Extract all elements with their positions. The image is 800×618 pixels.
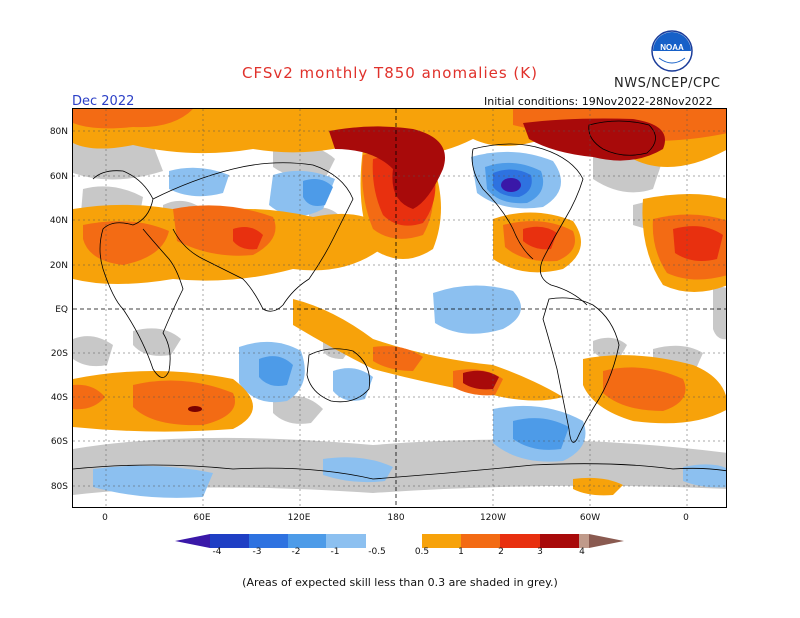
colorbar-swatch <box>579 534 589 548</box>
lat-label-20s: 20S <box>50 349 68 359</box>
colorbar-swatch <box>249 534 288 548</box>
colorbar-label: 1 <box>458 547 464 557</box>
colorbar-arrow-low <box>175 534 210 548</box>
lon-label-120e: 120E <box>287 513 311 523</box>
colorbar-label: -3 <box>252 547 262 557</box>
lon-label-0-right: 0 <box>683 513 689 523</box>
colorbar-label: 4 <box>579 547 585 557</box>
colorbar-label: 0.5 <box>414 547 430 557</box>
colorbar <box>175 534 624 548</box>
lon-label-180: 180 <box>387 513 405 523</box>
colorbar-label: -4 <box>212 547 222 557</box>
anomaly-map <box>72 108 727 508</box>
lat-label-20n: 20N <box>49 261 68 271</box>
colorbar-swatch <box>366 534 422 548</box>
colorbar-swatch <box>422 534 461 548</box>
lat-label-40n: 40N <box>49 216 68 226</box>
colorbar-swatch <box>540 534 579 548</box>
lat-label-60n: 60N <box>49 172 68 182</box>
initial-conditions: Initial conditions: 19Nov2022-28Nov2022 <box>484 95 713 108</box>
lat-label-60s: 60S <box>50 437 68 447</box>
colorbar-arrow-high <box>589 534 624 548</box>
colorbar-label: -1 <box>330 547 340 557</box>
lon-label-60e: 60E <box>193 513 211 523</box>
lat-label-80n: 80N <box>49 127 68 137</box>
lon-label-0: 0 <box>102 513 108 523</box>
map-title: CFSv2 monthly T850 anomalies (K) <box>242 64 538 82</box>
colorbar-swatch <box>500 534 540 548</box>
agency-label: NWS/NCEP/CPC <box>614 76 721 91</box>
lat-label-eq: EQ <box>55 305 68 315</box>
cold-anomaly-extreme <box>501 178 521 192</box>
equator-dateline <box>73 109 726 507</box>
lon-label-120w: 120W <box>479 513 507 523</box>
colorbar-swatch <box>210 534 249 548</box>
lat-label-40s: 40S <box>50 393 68 403</box>
forecast-month: Dec 2022 <box>72 94 135 109</box>
lat-label-80s: 80S <box>50 482 68 492</box>
colorbar-label: -0.5 <box>368 547 386 557</box>
colorbar-swatch <box>326 534 366 548</box>
warm-anomaly-extreme <box>329 118 665 390</box>
lon-label-60w: 60W <box>579 513 601 523</box>
colorbar-swatch <box>288 534 326 548</box>
colorbar-label: 3 <box>537 547 543 557</box>
colorbar-swatch <box>461 534 500 548</box>
warm-anomaly-core <box>188 406 202 412</box>
coastlines <box>73 120 726 480</box>
noaa-logo-icon: NOAA <box>651 30 693 72</box>
skill-note: (Areas of expected skill less than 0.3 a… <box>242 576 558 589</box>
colorbar-label: 2 <box>498 547 504 557</box>
noaa-logo-text: NOAA <box>660 43 684 52</box>
cold-anomaly-moderate <box>259 162 569 450</box>
colorbar-label: -2 <box>291 547 301 557</box>
